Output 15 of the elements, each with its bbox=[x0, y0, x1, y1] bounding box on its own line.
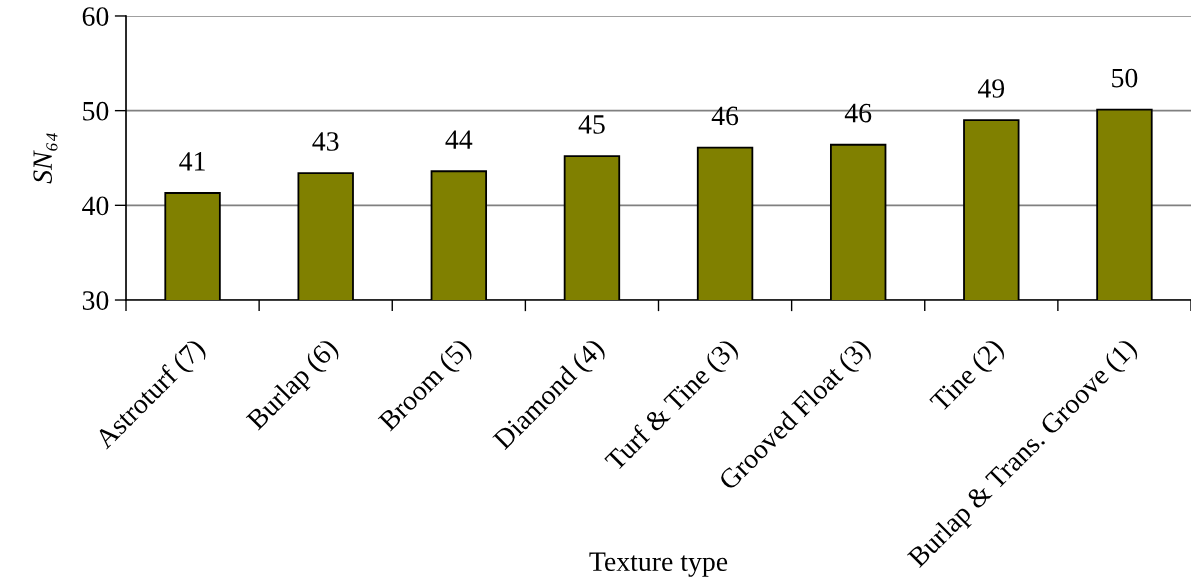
y-tick-label: 60 bbox=[82, 7, 109, 26]
data-label: 41 bbox=[179, 152, 205, 171]
y-axis-title: SN₆₄ bbox=[33, 133, 58, 184]
data-label: 49 bbox=[977, 79, 1005, 98]
data-label: 43 bbox=[312, 132, 339, 151]
x-axis-title: Texture type bbox=[589, 552, 728, 577]
y-tick-label: 30 bbox=[82, 291, 109, 310]
y-tick-label: 50 bbox=[83, 101, 109, 121]
data-label: 50 bbox=[1112, 68, 1138, 88]
data-label: 46 bbox=[844, 103, 872, 123]
data-label: 46 bbox=[711, 106, 739, 126]
data-label: 45 bbox=[578, 115, 605, 134]
x-tick-label: Tine (2) bbox=[928, 336, 1009, 417]
data-label: 44 bbox=[445, 130, 473, 149]
y-tick-label: 40 bbox=[82, 196, 109, 216]
